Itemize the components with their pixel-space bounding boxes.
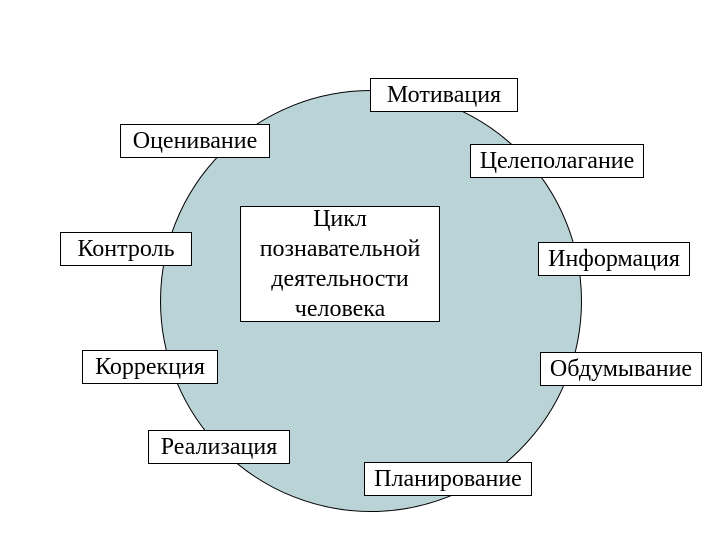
diagram-canvas: Цикл познавательной деятельности человек… [0,0,720,540]
node-realization: Реализация [148,430,290,464]
node-label: Мотивация [387,80,501,110]
node-evaluation: Оценивание [120,124,270,158]
node-label: Реализация [161,432,278,462]
node-label: Оценивание [133,126,258,156]
node-label: Коррекция [95,352,205,382]
center-node: Цикл познавательной деятельности человек… [240,206,440,322]
node-correction: Коррекция [82,350,218,384]
node-label: Целеполагание [480,146,635,176]
node-thinking: Обдумывание [540,352,702,386]
node-information: Информация [538,242,690,276]
center-node-label: Цикл познавательной деятельности человек… [260,204,421,324]
node-label: Информация [548,244,680,274]
node-planning: Планирование [364,462,532,496]
node-label: Обдумывание [550,354,692,384]
node-label: Контроль [77,234,174,264]
node-control: Контроль [60,232,192,266]
node-goal-setting: Целеполагание [470,144,644,178]
node-label: Планирование [374,464,522,494]
node-motivation: Мотивация [370,78,518,112]
